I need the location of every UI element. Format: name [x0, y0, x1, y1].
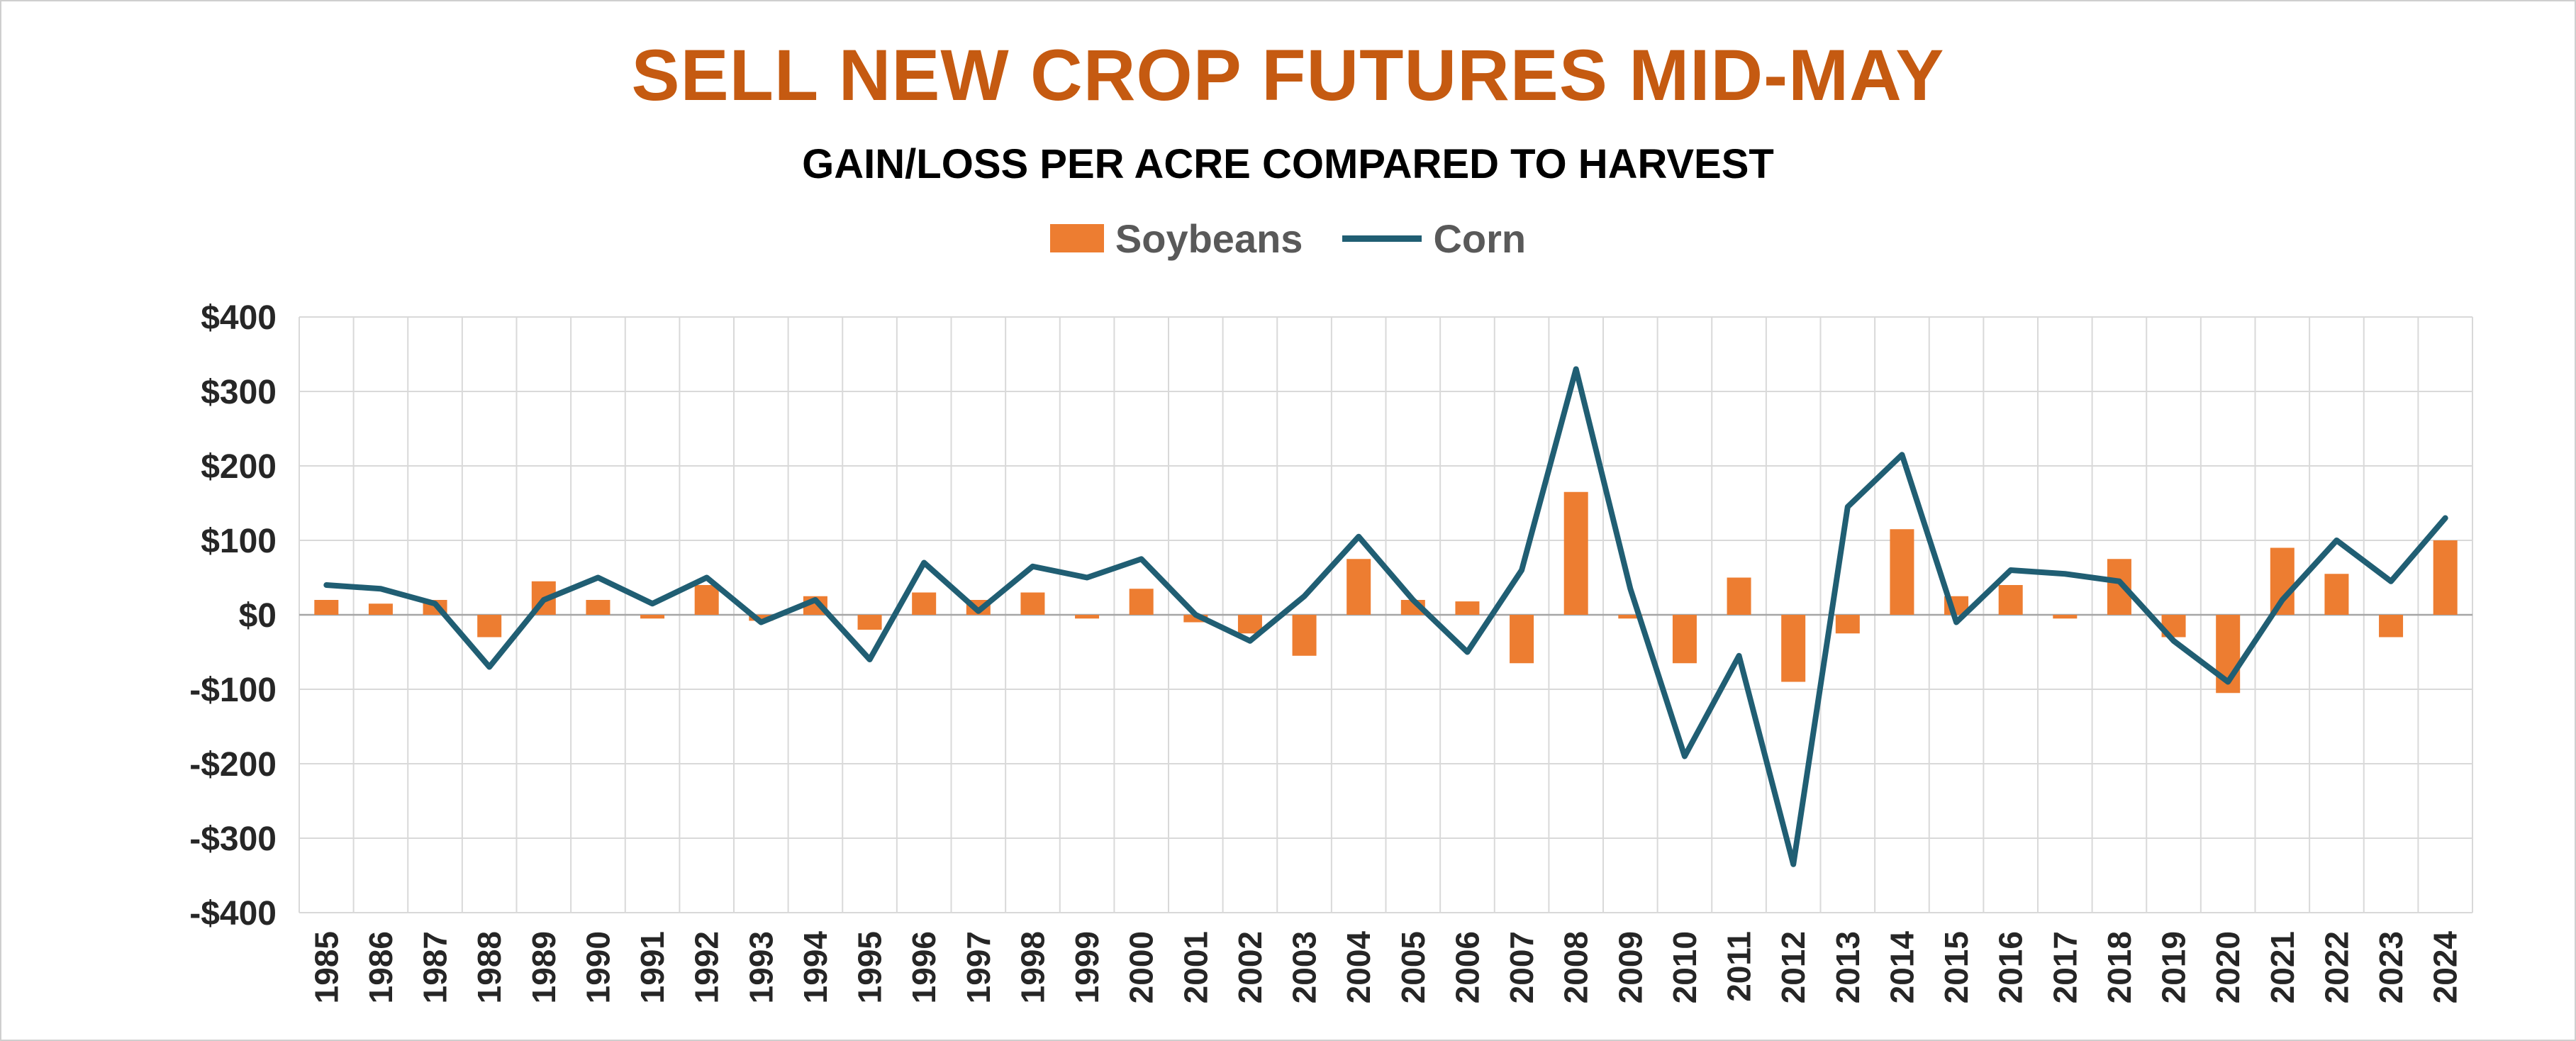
bar-2004: [1346, 559, 1371, 615]
y-tick-label: -$200: [189, 746, 277, 784]
x-tick-label: 2007: [1503, 931, 1540, 1003]
legend: Soybeans Corn: [1, 216, 2575, 262]
bar-1993: [749, 615, 774, 621]
bar-1992: [694, 585, 719, 615]
x-tick-label: 2003: [1286, 931, 1323, 1003]
soybeans-swatch-icon: [1049, 224, 1104, 252]
x-tick-label: 2002: [1232, 931, 1269, 1003]
bar-2013: [1835, 615, 1860, 634]
x-tick-label: 1989: [525, 931, 562, 1003]
corn-swatch-icon: [1342, 235, 1422, 242]
y-tick-label: $200: [201, 448, 277, 486]
bar-2022: [2324, 574, 2349, 615]
x-tick-label: 2024: [2427, 931, 2464, 1004]
x-tick-label: 1996: [905, 931, 942, 1003]
legend-item-soybeans: Soybeans: [1049, 216, 1303, 262]
bar-2002: [1237, 615, 1262, 634]
legend-label-soybeans: Soybeans: [1115, 216, 1303, 261]
bar-2006: [1455, 601, 1480, 615]
x-tick-label: 2012: [1775, 931, 1812, 1003]
x-tick-label: 1995: [852, 931, 888, 1003]
chart-plot-area: -$400 -$300 -$200 -$100 $0 $100 $200 $300 $400 19…: [189, 299, 2473, 1004]
chart-subtitle: GAIN/LOSS PER ACRE COMPARED TO HARVEST: [802, 141, 1774, 188]
bar-1990: [586, 600, 610, 615]
x-tick-label: 1990: [579, 931, 616, 1003]
x-tick-label: 1997: [960, 931, 997, 1003]
chart-title: SELL NEW CROP FUTURES MID-MAY: [631, 35, 1945, 116]
x-tick-label: 2013: [1829, 931, 1866, 1003]
y-tick-label: -$400: [189, 895, 277, 933]
y-tick-label: $300: [201, 374, 277, 411]
x-tick-label: 2016: [1992, 931, 2029, 1003]
x-tick-label: 2009: [1612, 931, 1649, 1003]
bar-2014: [1890, 529, 1914, 615]
bar-2000: [1129, 589, 1154, 615]
x-tick-label: 2023: [2373, 931, 2409, 1003]
bar-1985: [314, 600, 339, 615]
x-tick-label: 2008: [1558, 931, 1595, 1003]
chart-header: SELL NEW CROP FUTURES MID-MAY GAIN/LOSS …: [1, 1, 2575, 262]
bar-1986: [368, 603, 393, 615]
x-tick-label: 2021: [2264, 931, 2301, 1003]
corn-line: [323, 366, 2448, 867]
y-tick-label: -$300: [189, 820, 277, 858]
x-tick-label: 2017: [2046, 931, 2083, 1003]
x-tick-label: 2015: [1938, 931, 1975, 1003]
x-tick-label: 1986: [362, 931, 399, 1003]
bar-1996: [912, 592, 937, 615]
bar-2010: [1672, 615, 1697, 664]
bar-2001: [1183, 615, 1208, 623]
bar-2011: [1727, 577, 1751, 615]
bar-2008: [1563, 491, 1588, 615]
x-tick-label: 2004: [1340, 931, 1377, 1004]
x-tick-label: 1985: [308, 931, 345, 1003]
y-tick-label: $100: [201, 523, 277, 560]
x-tick-label: 1993: [742, 931, 779, 1003]
bar-2016: [1998, 585, 2023, 615]
legend-item-corn: Corn: [1342, 216, 1526, 262]
x-tick-label: 2014: [1883, 931, 1920, 1004]
bar-2024: [2433, 540, 2458, 615]
x-tick-label: 2006: [1449, 931, 1485, 1003]
x-tick-label: 2011: [1721, 931, 1758, 1002]
legend-label-corn: Corn: [1433, 216, 1527, 261]
x-tick-label: 1999: [1069, 931, 1105, 1003]
x-tick-label: 2000: [1123, 931, 1160, 1003]
x-tick-label: 1994: [797, 931, 834, 1004]
bar-2009: [1618, 615, 1643, 619]
bar-1999: [1075, 615, 1100, 619]
x-tick-label: 2018: [2101, 931, 2138, 1003]
x-tick-label: 2022: [2318, 931, 2355, 1003]
bar-2003: [1292, 615, 1317, 656]
bar-2017: [2053, 615, 2078, 619]
x-tick-label: 2001: [1177, 931, 1214, 1003]
bar-2023: [2379, 615, 2404, 638]
x-tick-label: 1998: [1014, 931, 1051, 1003]
bar-2012: [1781, 615, 1806, 682]
bar-1998: [1020, 592, 1045, 615]
x-tick-label: 1992: [688, 931, 725, 1003]
x-tick-label: 1987: [417, 931, 454, 1003]
bar-1991: [640, 615, 665, 619]
y-tick-label: -$100: [189, 672, 277, 709]
y-tick-label: $0: [239, 597, 277, 635]
x-tick-label: 2019: [2156, 931, 2192, 1003]
bar-2007: [1510, 615, 1534, 664]
x-tick-label: 2020: [2209, 931, 2246, 1003]
bar-1995: [857, 615, 882, 630]
x-tick-label: 1991: [634, 931, 671, 1003]
y-tick-label: $400: [201, 299, 277, 337]
x-tick-label: 2010: [1666, 931, 1703, 1003]
x-tick-label: 2005: [1395, 931, 1432, 1003]
bar-1988: [477, 615, 502, 638]
x-tick-label: 1988: [471, 931, 508, 1003]
